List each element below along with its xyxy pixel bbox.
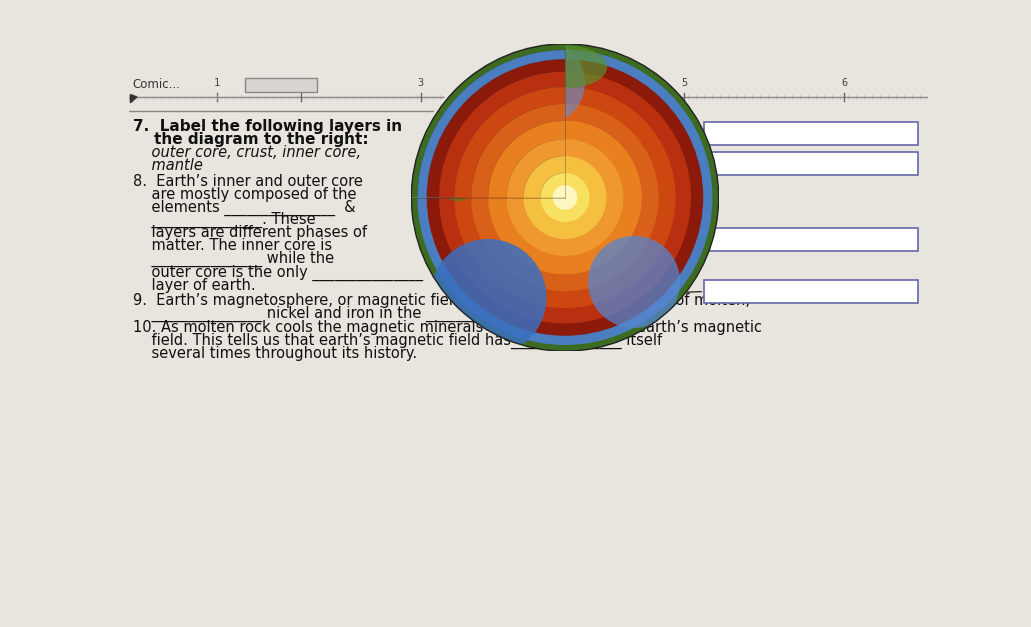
Circle shape	[439, 71, 691, 324]
Wedge shape	[506, 139, 565, 198]
Text: 8.  Earth’s inner and outer core: 8. Earth’s inner and outer core	[133, 174, 363, 189]
Circle shape	[455, 87, 675, 308]
Bar	[704, 152, 919, 175]
Text: 5: 5	[681, 78, 688, 88]
Wedge shape	[418, 50, 565, 198]
Text: several times throughout its history.: several times throughout its history.	[133, 345, 417, 361]
Text: the diagram to the right:: the diagram to the right:	[133, 132, 368, 147]
Wedge shape	[408, 41, 565, 198]
Wedge shape	[540, 173, 565, 198]
Text: mantle: mantle	[133, 158, 203, 173]
Wedge shape	[455, 87, 565, 198]
Bar	[704, 280, 919, 303]
Text: layers are different phases of: layers are different phases of	[133, 225, 367, 240]
Ellipse shape	[434, 132, 480, 201]
Text: 6: 6	[841, 78, 847, 88]
Text: _______________. These: _______________. These	[133, 212, 315, 228]
Wedge shape	[427, 60, 565, 198]
Text: 3: 3	[418, 78, 424, 88]
Text: 10. As molten rock cools the magnetic minerals align themselves to earth’s magne: 10. As molten rock cools the magnetic mi…	[133, 320, 762, 335]
Circle shape	[524, 156, 606, 239]
Circle shape	[418, 50, 712, 345]
Text: elements _______________  &: elements _______________ &	[133, 199, 356, 216]
Circle shape	[489, 120, 641, 275]
Bar	[244, 78, 317, 92]
Text: _______________ while the: _______________ while the	[133, 251, 334, 266]
Circle shape	[427, 60, 703, 336]
Circle shape	[588, 236, 680, 328]
Text: 2: 2	[298, 78, 304, 88]
Wedge shape	[553, 185, 565, 198]
Bar	[704, 228, 919, 251]
Text: 9.  Earth’s magnetosphere, or magnetic field, is generated by the motion of molt: 9. Earth’s magnetosphere, or magnetic fi…	[133, 293, 750, 308]
Text: 4: 4	[529, 78, 535, 88]
Ellipse shape	[523, 45, 607, 88]
Text: are mostly composed of the: are mostly composed of the	[133, 187, 357, 202]
Circle shape	[506, 139, 624, 256]
Circle shape	[499, 40, 585, 125]
Wedge shape	[489, 120, 565, 198]
Text: outer core, crust, inner core,: outer core, crust, inner core,	[133, 145, 361, 160]
Text: layer of earth.: layer of earth.	[133, 278, 256, 293]
Wedge shape	[524, 156, 565, 198]
Polygon shape	[131, 95, 137, 103]
Text: _______________ nickel and iron in the _______________.: _______________ nickel and iron in the _…	[133, 306, 541, 322]
Wedge shape	[439, 71, 565, 198]
Circle shape	[553, 185, 577, 210]
Circle shape	[540, 173, 590, 222]
Wedge shape	[411, 44, 565, 198]
Text: 7.  Label the following layers in: 7. Label the following layers in	[133, 119, 402, 134]
Bar	[704, 122, 919, 145]
Wedge shape	[471, 104, 565, 198]
Circle shape	[471, 104, 659, 291]
Text: outer core is the only _______________: outer core is the only _______________	[133, 265, 423, 281]
Text: Comic...: Comic...	[133, 78, 180, 91]
Text: field. This tells us that earth’s magnetic field has_______________ itself: field. This tells us that earth’s magnet…	[133, 333, 662, 349]
Text: 1: 1	[213, 78, 220, 88]
Text: matter. The inner core is: matter. The inner core is	[133, 238, 332, 253]
Circle shape	[430, 239, 546, 356]
Circle shape	[411, 44, 719, 351]
